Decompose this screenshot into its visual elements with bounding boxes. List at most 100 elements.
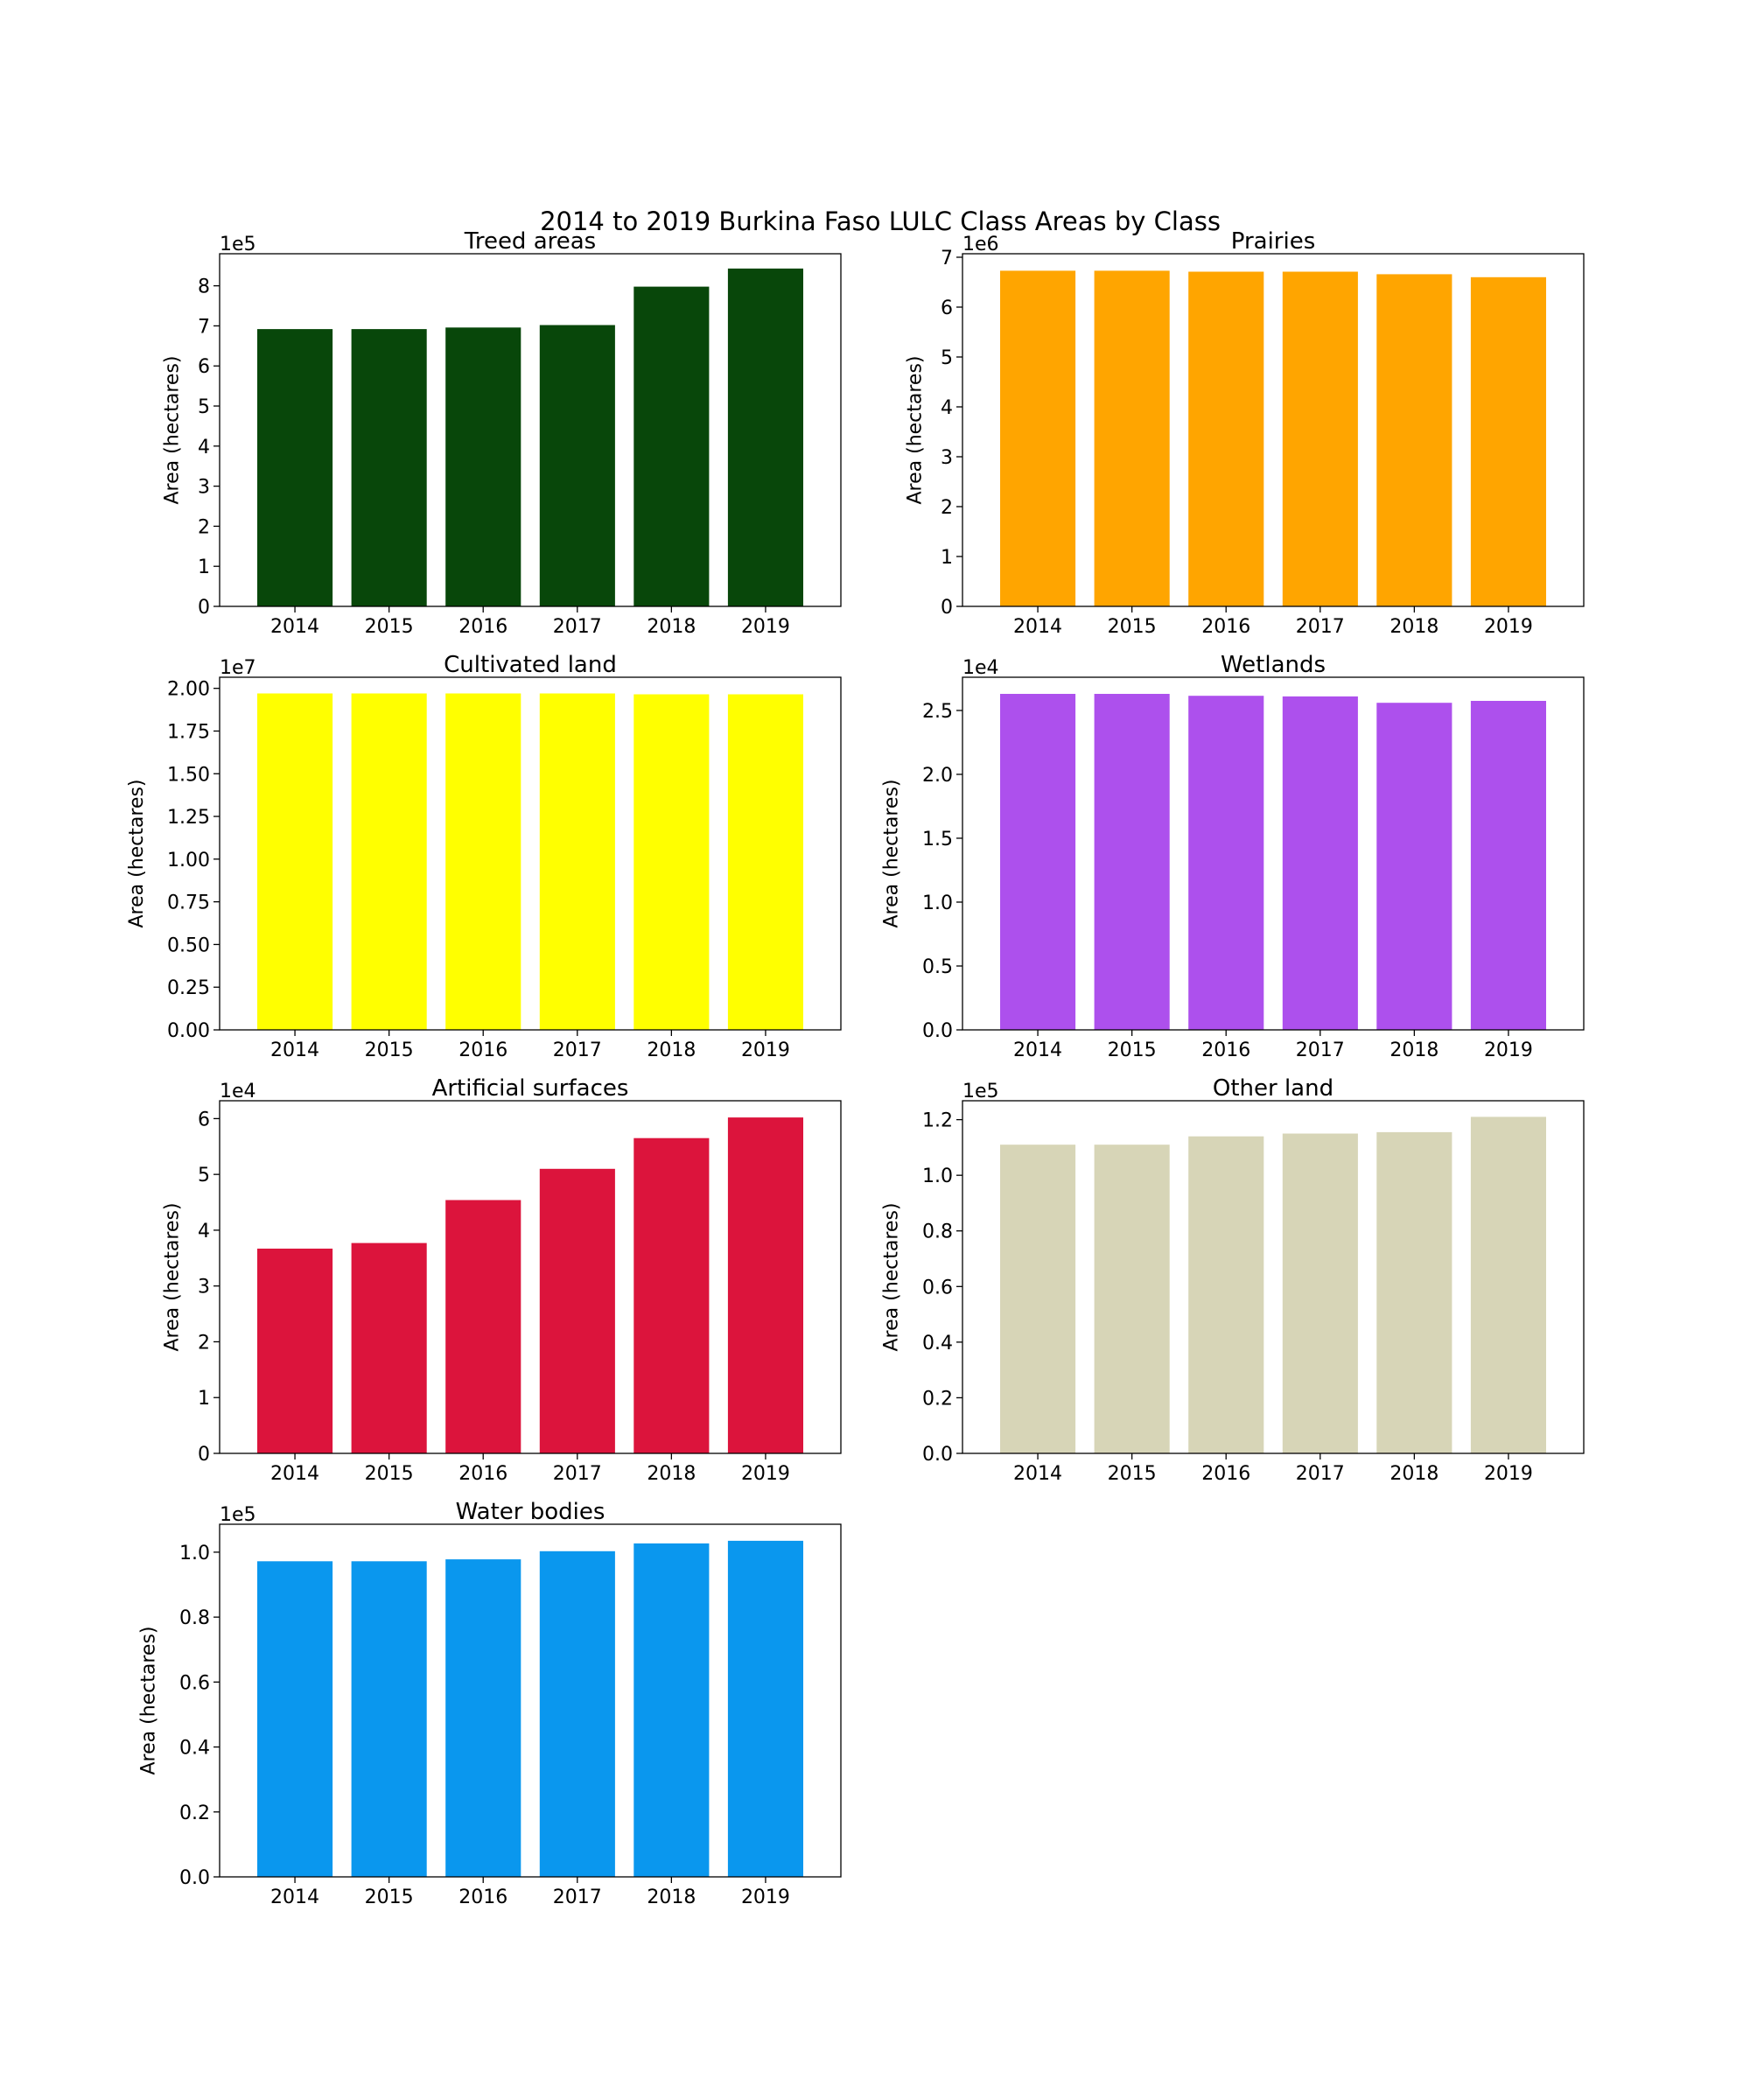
y-tick-label: 0.5 — [922, 956, 953, 978]
x-tick-label: 2015 — [1108, 616, 1157, 638]
y-axis-label: Area (hectares) — [905, 355, 927, 504]
bar — [634, 694, 710, 1030]
y-tick-label: 2.0 — [922, 765, 953, 787]
bar — [351, 329, 427, 606]
y-tick-label: 0.75 — [167, 892, 210, 914]
x-tick-label: 2019 — [741, 1886, 790, 1908]
bar — [1376, 274, 1452, 606]
bar — [1000, 694, 1076, 1030]
y-tick-label: 5 — [941, 347, 953, 369]
y-tick-label: 1 — [198, 1388, 210, 1410]
axes-frame — [962, 676, 1585, 1031]
bar — [727, 694, 803, 1030]
x-tick-label: 2016 — [458, 1463, 508, 1485]
x-tick-label: 2014 — [1013, 616, 1062, 638]
x-tick-label: 2014 — [1013, 1463, 1062, 1485]
bar — [539, 1550, 615, 1877]
x-tick-label: 2015 — [1108, 1040, 1157, 1061]
bar — [1470, 701, 1546, 1030]
y-tick-label: 0.4 — [179, 1738, 210, 1760]
y-tick-label: 2.00 — [167, 679, 210, 701]
y-tick-label: 1.50 — [167, 764, 210, 786]
y-tick-label: 0 — [198, 597, 210, 619]
y-scale-multiplier: 1e5 — [220, 234, 256, 256]
bar — [634, 1543, 710, 1877]
x-tick-label: 2016 — [1201, 616, 1250, 638]
bar — [257, 329, 333, 606]
subplot: 2014 2015 2016 2017 2018 2019 0.0 0.5 1.0 1.5 2.0 2… — [881, 652, 1585, 1061]
y-tick-label: 1.0 — [922, 892, 953, 914]
x-tick-label: 2015 — [365, 1886, 414, 1908]
y-tick-label: 4 — [941, 397, 953, 419]
y-scale-multiplier: 1e4 — [962, 657, 999, 679]
subplot-title: Artificial surfaces — [432, 1075, 629, 1102]
x-tick-label: 2015 — [1108, 1463, 1157, 1485]
y-tick-label: 5 — [198, 396, 210, 418]
bar — [1188, 1136, 1264, 1453]
subplot-title: Wetlands — [1221, 652, 1326, 678]
y-tick-label: 0 — [198, 1444, 210, 1466]
x-tick-label: 2016 — [458, 1886, 508, 1908]
bar — [1376, 703, 1452, 1030]
x-tick-label: 2014 — [270, 616, 319, 638]
y-tick-label: 0.50 — [167, 934, 210, 956]
y-tick-label: 1.5 — [922, 829, 953, 850]
y-tick-label: 0 — [941, 597, 953, 619]
subplot: 2014 2015 2016 2017 2018 2019 0.0 0.2 0.4 0.6 0.8 1… — [138, 1499, 842, 1908]
y-axis-label: Area (hectares) — [881, 779, 903, 928]
bar — [634, 1138, 710, 1453]
bar — [1282, 1133, 1358, 1453]
axes-frame — [219, 1523, 842, 1878]
subplot-title: Prairies — [1231, 228, 1316, 255]
y-tick-label: 0.2 — [179, 1802, 210, 1824]
bar — [257, 1249, 333, 1453]
bar — [539, 1168, 615, 1453]
x-tick-label: 2015 — [365, 1463, 414, 1485]
x-tick-label: 2018 — [647, 616, 696, 638]
bar — [1094, 694, 1170, 1030]
y-scale-multiplier: 1e7 — [220, 657, 256, 679]
x-tick-label: 2017 — [1296, 1463, 1345, 1485]
axes-frame — [962, 1100, 1585, 1454]
x-tick-label: 2016 — [458, 1040, 508, 1061]
y-scale-multiplier: 1e5 — [220, 1504, 256, 1526]
x-tick-label: 2018 — [1390, 1040, 1438, 1061]
subplot-title: Water bodies — [456, 1499, 606, 1525]
y-tick-label: 3 — [941, 447, 953, 469]
y-tick-label: 1.75 — [167, 721, 210, 743]
y-axis-label: Area (hectares) — [162, 1202, 184, 1351]
x-tick-label: 2014 — [270, 1463, 319, 1485]
y-tick-label: 5 — [198, 1165, 210, 1186]
y-tick-label: 6 — [198, 356, 210, 378]
bar — [727, 268, 803, 606]
x-tick-label: 2019 — [1484, 616, 1533, 638]
x-tick-label: 2014 — [1013, 1040, 1062, 1061]
y-tick-label: 6 — [198, 1109, 210, 1130]
bar — [634, 286, 710, 606]
y-tick-label: 0.0 — [922, 1444, 953, 1466]
y-tick-label: 0.8 — [922, 1222, 953, 1243]
bar — [1282, 271, 1358, 606]
y-tick-label: 1.0 — [922, 1166, 953, 1187]
subplot-title: Cultivated land — [444, 652, 617, 678]
bar — [351, 693, 427, 1030]
y-tick-label: 0.0 — [922, 1020, 953, 1042]
x-tick-label: 2019 — [1484, 1040, 1533, 1061]
x-tick-label: 2018 — [647, 1040, 696, 1061]
x-tick-label: 2019 — [741, 1040, 790, 1061]
y-tick-label: 2 — [941, 497, 953, 519]
x-tick-label: 2018 — [1390, 1463, 1438, 1485]
x-tick-label: 2017 — [553, 616, 602, 638]
y-tick-label: 1 — [198, 556, 210, 578]
bar — [1094, 1144, 1170, 1453]
y-tick-label: 3 — [198, 477, 210, 499]
bar — [1376, 1131, 1452, 1453]
x-tick-label: 2019 — [1484, 1463, 1533, 1485]
figure-title: 2014 to 2019 Burkina Faso LULC Class Are… — [540, 206, 1221, 236]
x-tick-label: 2016 — [1201, 1463, 1250, 1485]
subplot: 2014 2015 2016 2017 2018 2019 0 1 2 3 4 5 6 7 1e6 Prair… — [905, 228, 1585, 638]
bar — [351, 1561, 427, 1877]
y-axis-label: Area (hectares) — [162, 355, 184, 504]
axes-frame — [962, 253, 1585, 607]
